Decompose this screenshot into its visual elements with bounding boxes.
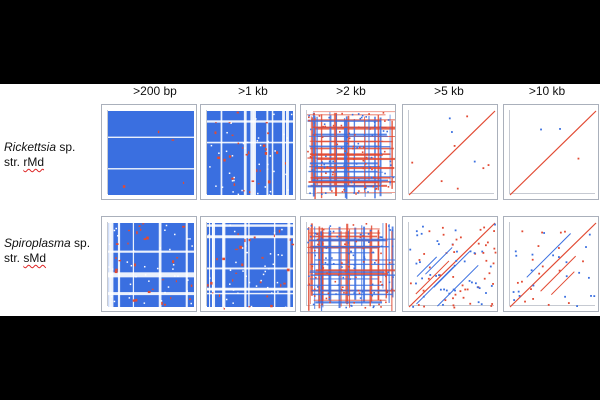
dotplot-texture bbox=[408, 222, 497, 309]
strain-prefix: str. bbox=[4, 155, 24, 169]
dotplot-texture bbox=[207, 111, 293, 196]
column-label-10kb: >10 kb bbox=[528, 84, 566, 98]
column-label-1kb: >1 kb bbox=[238, 84, 268, 98]
dotplot-rickettsia-10kb bbox=[503, 104, 599, 200]
row-label-rickettsia: Rickettsia sp. str. rMd bbox=[4, 140, 96, 170]
dotplot-texture bbox=[509, 222, 597, 308]
dotplot-texture bbox=[307, 111, 395, 199]
dotplot-rickettsia-2kb bbox=[300, 104, 396, 200]
dotplot-rickettsia-200bp bbox=[101, 104, 197, 200]
genus-suffix: sp. bbox=[56, 140, 76, 154]
genus-suffix: sp. bbox=[70, 236, 91, 250]
genus-name: Rickettsia bbox=[4, 140, 57, 154]
dotplot-spiroplasma-200bp bbox=[101, 216, 197, 312]
column-label-2kb: >2 kb bbox=[336, 84, 366, 98]
strain-name: rMd bbox=[23, 155, 45, 169]
genus-name: Spiroplasma bbox=[4, 236, 71, 250]
dotplot-texture bbox=[307, 223, 395, 311]
dotplot-texture bbox=[509, 110, 597, 196]
column-label-5kb: >5 kb bbox=[434, 84, 464, 98]
dotplot-texture bbox=[207, 223, 295, 310]
dotplot-spiroplasma-2kb bbox=[300, 216, 396, 312]
dotplot-spiroplasma-1kb bbox=[200, 216, 296, 312]
dotplot-texture bbox=[108, 223, 194, 307]
column-label-200bp: >200 bp bbox=[133, 84, 177, 98]
dotplot-texture bbox=[408, 110, 496, 196]
row-label-spiroplasma: Spiroplasma sp. str. sMd bbox=[4, 236, 96, 266]
strain-name: sMd bbox=[23, 251, 47, 265]
strain-prefix: str. bbox=[4, 251, 24, 265]
dotplot-texture bbox=[108, 111, 194, 195]
dotplot-rickettsia-5kb bbox=[402, 104, 498, 200]
dotplot-spiroplasma-10kb bbox=[503, 216, 599, 312]
dotplot-spiroplasma-5kb bbox=[402, 216, 498, 312]
dotplot-rickettsia-1kb bbox=[200, 104, 296, 200]
